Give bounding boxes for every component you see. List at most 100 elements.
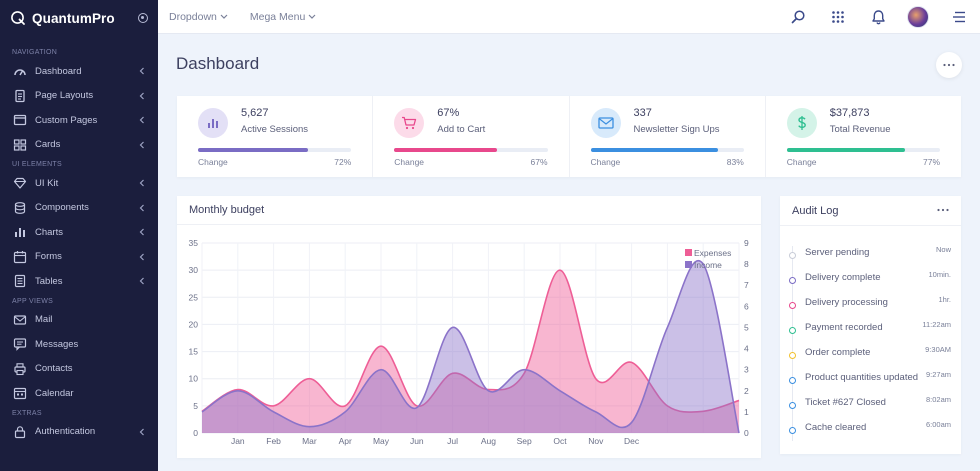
- sidebar-item-label: Contacts: [35, 363, 73, 375]
- sidebar-item-charts[interactable]: Charts: [0, 220, 158, 245]
- sidebar-item-custom-pages[interactable]: Custom Pages: [0, 108, 158, 133]
- user-avatar[interactable]: [907, 6, 929, 28]
- x-tick-label: Jun: [410, 436, 424, 446]
- timeline-dot: [789, 427, 796, 434]
- stat-card-active-sessions: 5,627 Active Sessions Change 72%: [177, 96, 374, 177]
- progress-fill: [198, 148, 309, 152]
- monthly-budget-chart: 0 5 10 15 20 25 30 35 0 1 2 3 4 5 6 7 8 9 Jan Feb Mar Apr May J…: [189, 238, 749, 446]
- sidebar-item-authentication[interactable]: Authentication: [0, 420, 158, 445]
- sidebar: QuantumPro NAVIGATION Dashboard Page Layou…: [0, 0, 158, 471]
- audit-log-item[interactable]: Payment recorded 11:22am: [788, 320, 954, 341]
- y-tick-label-left: 25: [189, 292, 199, 302]
- y-tick-label-right: 1: [744, 407, 749, 417]
- dropdown-menu[interactable]: Dropdown: [169, 11, 228, 23]
- more-horizontal-icon[interactable]: [937, 203, 949, 215]
- legend-swatch: [685, 261, 692, 268]
- legend-swatch: [685, 249, 692, 256]
- audit-log-card: Audit Log Server pending Now Delivery co…: [780, 196, 961, 454]
- sidebar-item-mail[interactable]: Mail: [0, 308, 158, 333]
- audit-log-item[interactable]: Delivery processing 1hr.: [788, 295, 954, 316]
- gauge-icon: [13, 64, 27, 78]
- sidebar-item-cards[interactable]: Cards: [0, 133, 158, 158]
- sidebar-item-dashboard[interactable]: Dashboard: [0, 59, 158, 84]
- progress-fill: [786, 148, 905, 152]
- audit-log-time: 6:00am: [925, 420, 951, 429]
- sidebar-item-page-layouts[interactable]: Page Layouts: [0, 84, 158, 109]
- x-tick-label: Oct: [553, 436, 567, 446]
- chevron-left-icon: [138, 141, 146, 149]
- y-tick-label-left: 15: [189, 347, 199, 357]
- sidebar-item-label: Page Layouts: [35, 90, 94, 102]
- sidebar-toggle-icon[interactable]: [138, 13, 148, 23]
- search-icon[interactable]: [788, 7, 808, 27]
- chat-icon: [13, 337, 27, 352]
- y-tick-label-right: 0: [744, 428, 749, 438]
- audit-log-item[interactable]: Ticket #627 Closed 8:02am: [788, 395, 954, 416]
- audit-log-time: Now: [935, 245, 951, 254]
- sidebar-item-label: Messages: [35, 338, 79, 350]
- bar-chart-icon: [13, 225, 27, 239]
- legend-label: Expenses: [694, 248, 731, 258]
- brand[interactable]: QuantumPro: [0, 0, 158, 36]
- timeline-dot: [789, 377, 796, 384]
- stat-label: Active Sessions: [241, 124, 309, 135]
- list-document-icon: [13, 274, 27, 288]
- window-icon: [13, 113, 27, 127]
- y-tick-label-left: 20: [189, 319, 199, 329]
- sidebar-item-components[interactable]: Components: [0, 196, 158, 221]
- chevron-left-icon: [138, 92, 146, 100]
- menu-lines-icon[interactable]: [949, 7, 969, 27]
- database-icon: [13, 201, 27, 215]
- audit-log-item[interactable]: Cache cleared 6:00am: [788, 420, 954, 441]
- document-icon: [13, 89, 27, 103]
- y-tick-label-left: 10: [189, 374, 199, 384]
- sidebar-item-messages[interactable]: Messages: [0, 332, 158, 357]
- x-tick-label: May: [373, 436, 390, 446]
- chevron-left-icon: [138, 116, 146, 124]
- sidebar-item-label: Charts: [35, 226, 63, 238]
- stat-value: $37,873: [829, 107, 870, 119]
- audit-log-time: 10min.: [928, 270, 951, 279]
- chevron-left-icon: [138, 67, 146, 75]
- divider: [177, 224, 761, 225]
- stat-value: 67%: [437, 107, 460, 119]
- sidebar-item-calendar[interactable]: Calendar: [0, 381, 158, 406]
- change-label: Change: [198, 157, 228, 167]
- x-tick-label: Feb: [266, 436, 281, 446]
- quantum-logo-icon: [11, 11, 25, 25]
- mega-menu-label: Mega Menu: [249, 10, 306, 23]
- sidebar-item-tables[interactable]: Tables: [0, 269, 158, 294]
- sidebar-item-forms[interactable]: Forms: [0, 245, 158, 270]
- change-percent: 83%: [726, 157, 744, 167]
- audit-log-text: Server pending: [805, 247, 870, 258]
- audit-log-time: 1hr.: [938, 295, 951, 304]
- audit-log-item[interactable]: Delivery complete 10min.: [788, 270, 954, 291]
- page-more-button[interactable]: [936, 52, 962, 78]
- audit-log-text: Payment recorded: [805, 322, 883, 333]
- series-area-expenses: [202, 270, 739, 433]
- change-percent: 67%: [530, 157, 548, 167]
- x-tick-label: Sep: [517, 436, 532, 446]
- audit-log-item[interactable]: Order complete 9:30AM: [788, 345, 954, 366]
- apps-grid-icon[interactable]: [828, 7, 848, 27]
- sidebar-item-contacts[interactable]: Contacts: [0, 357, 158, 382]
- grid-icon: [13, 138, 27, 152]
- bell-icon[interactable]: [868, 7, 888, 27]
- y-tick-label-right: 6: [744, 301, 749, 311]
- audit-log-item[interactable]: Server pending Now: [788, 245, 954, 266]
- card-title: Monthly budget: [189, 204, 265, 216]
- chevron-left-icon: [138, 204, 146, 212]
- change-label: Change: [590, 157, 621, 167]
- x-tick-label: Dec: [624, 436, 640, 446]
- stat-value: 5,627: [241, 107, 269, 119]
- sidebar-item-label: Mail: [35, 314, 53, 326]
- sidebar-item-ui-kit[interactable]: UI Kit: [0, 171, 158, 196]
- audit-log-item[interactable]: Product quantities updated 9:27am: [788, 370, 954, 391]
- audit-log-text: Cache cleared: [805, 422, 867, 433]
- progress-bar: [198, 148, 352, 152]
- mega-menu[interactable]: Mega Menu: [250, 11, 316, 23]
- x-tick-label: Jan: [231, 436, 245, 446]
- stats-panel: 5,627 Active Sessions Change 72% 67% Add…: [177, 96, 961, 177]
- progress-bar: [786, 148, 940, 152]
- divider: [780, 225, 961, 226]
